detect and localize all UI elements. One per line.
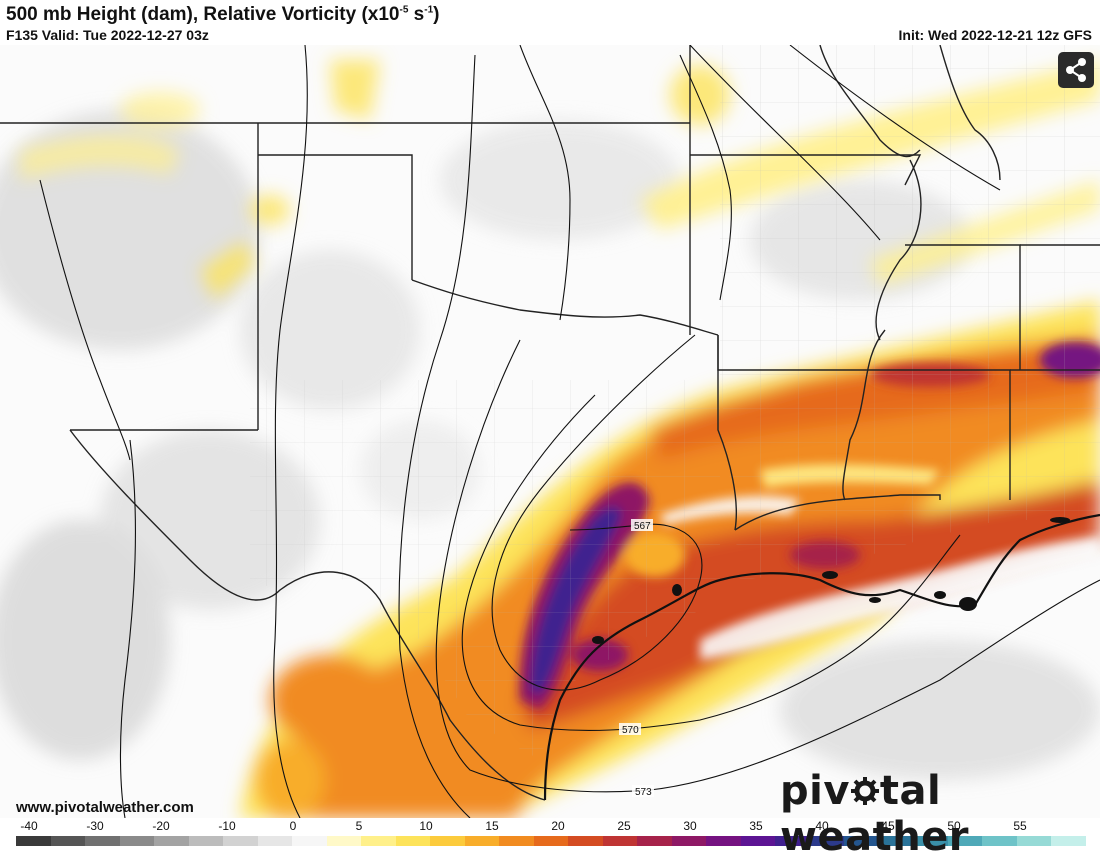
weather-map[interactable]: 567 570 573	[0, 45, 1100, 818]
legend-swatch	[878, 836, 914, 846]
legend-swatch	[257, 836, 293, 846]
legend-swatch	[1051, 836, 1086, 846]
legend-tick-label: 30	[683, 819, 697, 833]
coastline	[543, 513, 1100, 801]
legend-swatch	[533, 836, 569, 846]
legend-tick-label: 35	[749, 819, 763, 833]
height-contours	[39, 45, 1100, 818]
gear-icon	[850, 777, 879, 805]
legend-swatch	[499, 836, 534, 846]
website-url[interactable]: www.pivotalweather.com	[16, 799, 194, 816]
legend-tick-label: 5	[355, 819, 363, 833]
legend-tick-label: 20	[551, 819, 565, 833]
legend-tick-label: 10	[419, 819, 433, 833]
legend-swatch	[395, 836, 431, 846]
legend-swatch	[119, 836, 155, 846]
legend-tick-label: 55	[1013, 819, 1027, 833]
legend-swatch	[50, 836, 86, 846]
share-icon	[1066, 58, 1086, 82]
legend-tick-label: 45	[881, 819, 895, 833]
legend-swatch	[326, 836, 362, 846]
legend-swatch	[430, 836, 465, 846]
legend-swatch	[292, 836, 327, 846]
contour-label-567: 567	[634, 521, 651, 532]
pivotal-weather-logo: piv tal weather	[780, 768, 970, 860]
contour-label-570: 570	[622, 725, 639, 736]
legend-swatch	[947, 836, 983, 846]
legend-swatch	[568, 836, 603, 846]
legend-swatch	[1016, 836, 1052, 846]
legend-swatch	[844, 836, 879, 846]
legend-tick-label: 50	[947, 819, 961, 833]
map-canvas: 567 570 573	[0, 45, 1100, 818]
county-boundaries	[0, 45, 1100, 380]
state-boundaries	[0, 45, 1100, 801]
legend-tick-label: 25	[617, 819, 631, 833]
legend-tick-label: 0	[289, 819, 297, 833]
legend-swatch	[671, 836, 707, 846]
legend-swatch	[223, 836, 258, 846]
coastal-features	[592, 517, 1070, 644]
legend-swatch	[982, 836, 1017, 846]
legend-swatch	[16, 836, 51, 846]
legend-swatch	[602, 836, 638, 846]
legend-tick-label: -10	[218, 819, 236, 833]
legend-tick-label: -30	[86, 819, 104, 833]
legend-tick-label: 40	[815, 819, 829, 833]
contour-label-573: 573	[635, 787, 652, 798]
legend-swatch	[775, 836, 810, 846]
color-legend: -40 -30 -20 -10 0 5 10 15 20 25 30 35 40 45 50 55	[0, 818, 1100, 850]
contour-labels: 567 570 573	[619, 519, 654, 798]
legend-swatch	[809, 836, 845, 846]
header: 500 mb Height (dam), Relative Vorticity …	[0, 0, 1100, 45]
init-time: Init: Wed 2022-12-21 12z GFS	[898, 27, 1092, 43]
legend-swatch	[85, 836, 120, 846]
legend-swatch	[913, 836, 948, 846]
legend-swatch	[637, 836, 672, 846]
legend-swatch	[706, 836, 741, 846]
map-title: 500 mb Height (dam), Relative Vorticity …	[6, 4, 440, 25]
legend-tick-label: -20	[152, 819, 170, 833]
legend-tick-label: 15	[485, 819, 499, 833]
legend-swatch	[740, 836, 776, 846]
legend-tick-label: -40	[20, 819, 38, 833]
valid-time: F135 Valid: Tue 2022-12-27 03z	[6, 27, 209, 43]
legend-swatch	[154, 836, 189, 846]
color-bar	[16, 836, 1086, 846]
legend-swatch	[464, 836, 500, 846]
legend-swatch	[361, 836, 396, 846]
share-button[interactable]	[1058, 52, 1094, 88]
legend-swatch	[188, 836, 224, 846]
